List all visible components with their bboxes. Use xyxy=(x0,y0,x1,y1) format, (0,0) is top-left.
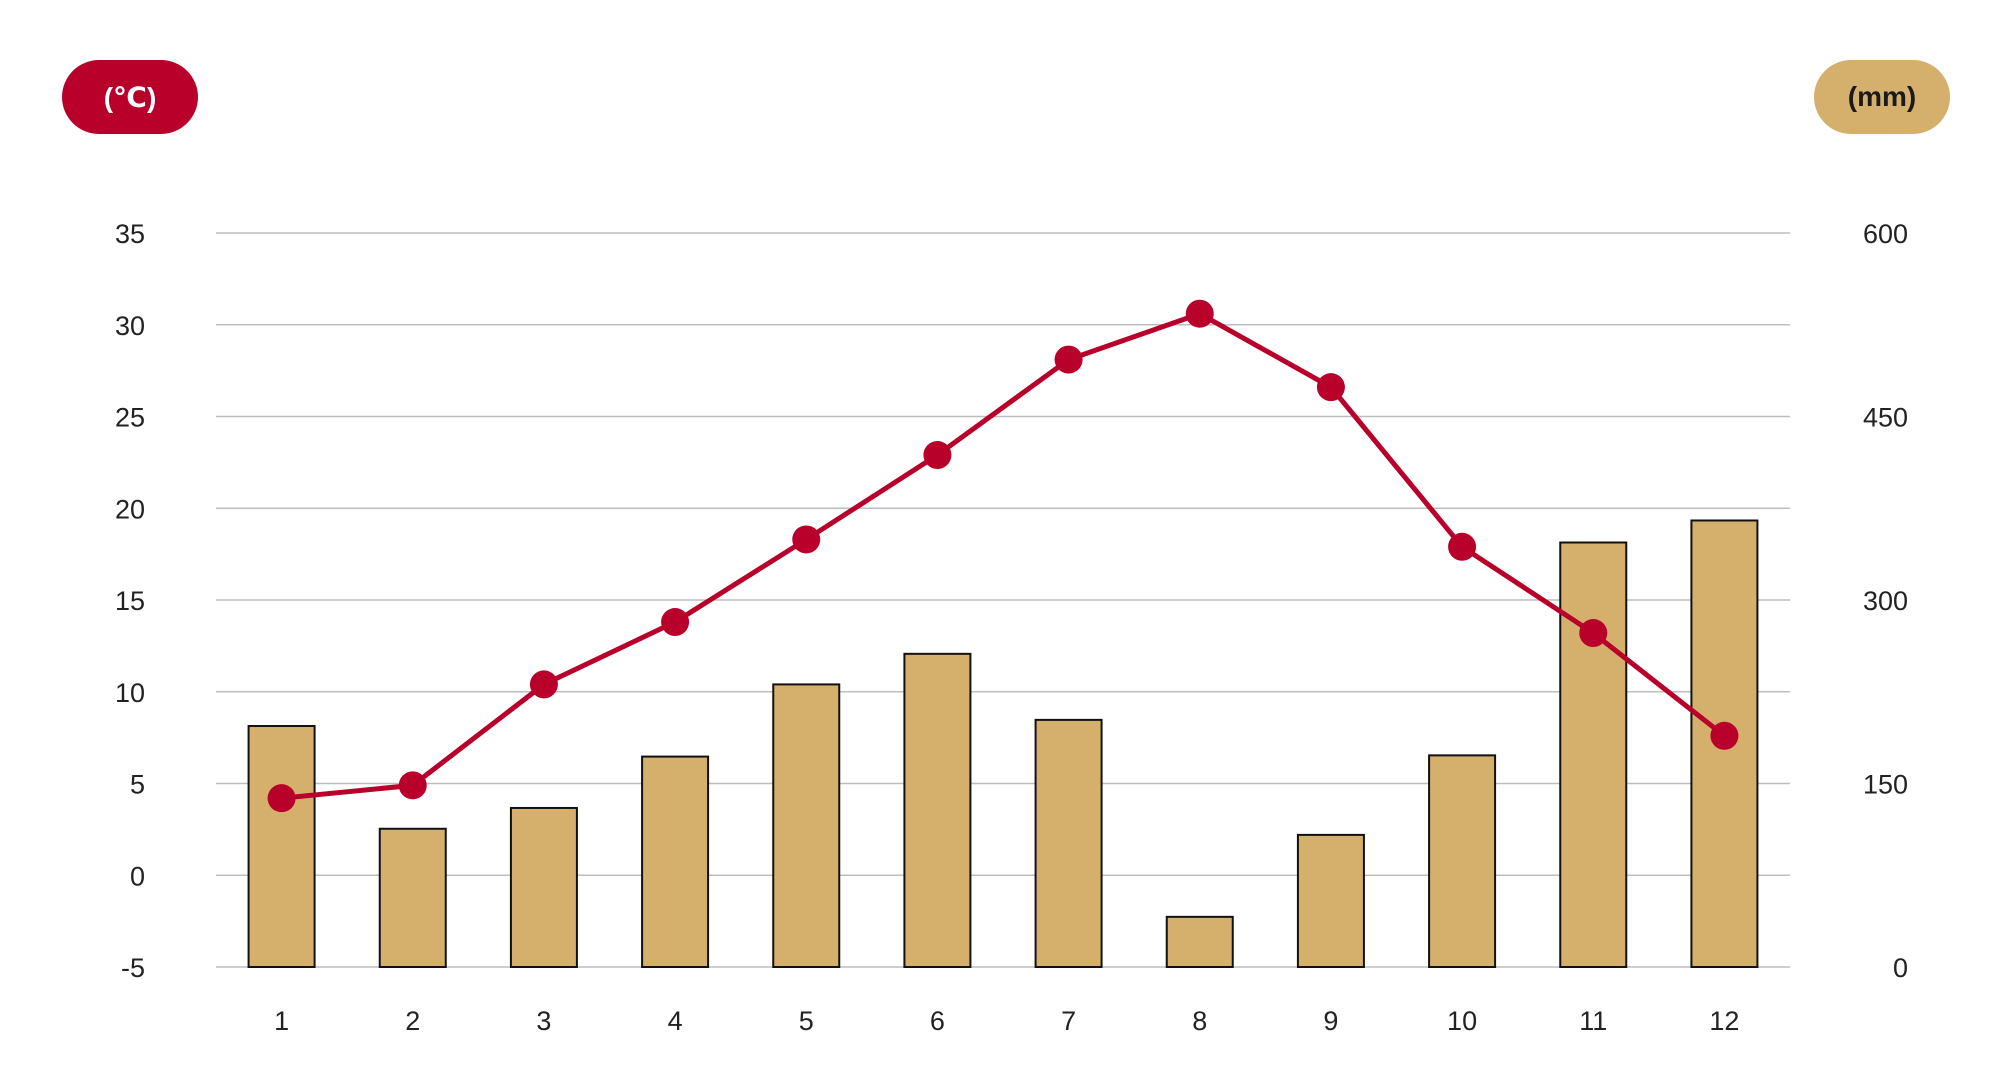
left-tick-label: 10 xyxy=(115,678,145,708)
right-tick-label: 0 xyxy=(1893,953,1908,983)
precipitation-bar xyxy=(1559,541,1628,969)
left-axis-ticks: 35 30 25 20 15 10 5 0 -5 xyxy=(115,219,145,983)
precipitation-bar xyxy=(772,683,841,968)
x-tick-label: 7 xyxy=(1061,1006,1076,1036)
precipitation-bar xyxy=(509,806,578,969)
precipitation-bar xyxy=(1165,915,1234,968)
left-tick-label: 0 xyxy=(130,861,145,891)
temperature-point xyxy=(923,441,952,470)
temperature-point xyxy=(1448,532,1477,561)
temperature-point xyxy=(1710,721,1739,750)
x-tick-label: 3 xyxy=(536,1006,551,1036)
temperature-point xyxy=(1185,299,1214,328)
left-tick-label: 35 xyxy=(115,219,145,249)
x-tick-label: 11 xyxy=(1579,1006,1607,1036)
temperature-line-path xyxy=(281,311,1726,801)
right-tick-label: 600 xyxy=(1863,219,1908,249)
temperature-point xyxy=(1054,345,1083,374)
gridlines xyxy=(216,232,1790,968)
precipitation-unit-label: (mm) xyxy=(1814,60,1950,134)
right-tick-label: 450 xyxy=(1863,403,1908,433)
x-tick-label: 5 xyxy=(799,1006,814,1036)
precipitation-bar xyxy=(1428,754,1497,969)
x-tick-label: 4 xyxy=(668,1006,683,1036)
temperature-point xyxy=(529,670,558,699)
right-tick-label: 150 xyxy=(1863,770,1908,800)
x-tick-label: 1 xyxy=(274,1006,289,1036)
temperature-point xyxy=(398,771,427,800)
x-tick-label: 9 xyxy=(1323,1006,1338,1036)
temperature-point xyxy=(661,608,690,637)
x-tick-label: 12 xyxy=(1709,1006,1739,1036)
precipitation-bar xyxy=(903,652,972,968)
x-axis-ticks: 1 2 3 4 5 6 7 8 9 10 11 12 xyxy=(274,1006,1739,1036)
precipitation-bar xyxy=(641,755,710,968)
x-tick-label: 10 xyxy=(1447,1006,1477,1036)
left-tick-label: -5 xyxy=(121,953,145,983)
left-tick-label: 20 xyxy=(115,494,145,524)
precipitation-bar xyxy=(378,827,447,968)
temperature-point xyxy=(1579,619,1608,648)
precipitation-bar xyxy=(247,725,316,969)
precipitation-bar xyxy=(1296,833,1365,968)
left-tick-label: 15 xyxy=(115,586,145,616)
precipitation-bars xyxy=(247,519,1759,969)
right-tick-label: 300 xyxy=(1863,586,1908,616)
x-tick-label: 8 xyxy=(1192,1006,1207,1036)
precipitation-bar xyxy=(1034,718,1103,968)
temperature-line xyxy=(267,299,1739,813)
left-tick-label: 30 xyxy=(115,311,145,341)
temperature-point xyxy=(1316,373,1345,402)
temperature-point xyxy=(792,525,821,554)
left-tick-label: 5 xyxy=(130,770,145,800)
right-axis-ticks: 600 450 300 150 0 xyxy=(1863,219,1908,983)
x-tick-label: 2 xyxy=(405,1006,420,1036)
x-tick-label: 6 xyxy=(930,1006,945,1036)
temperature-point xyxy=(267,784,296,813)
temperature-unit-label: (℃) xyxy=(62,60,198,134)
left-tick-label: 25 xyxy=(115,403,145,433)
